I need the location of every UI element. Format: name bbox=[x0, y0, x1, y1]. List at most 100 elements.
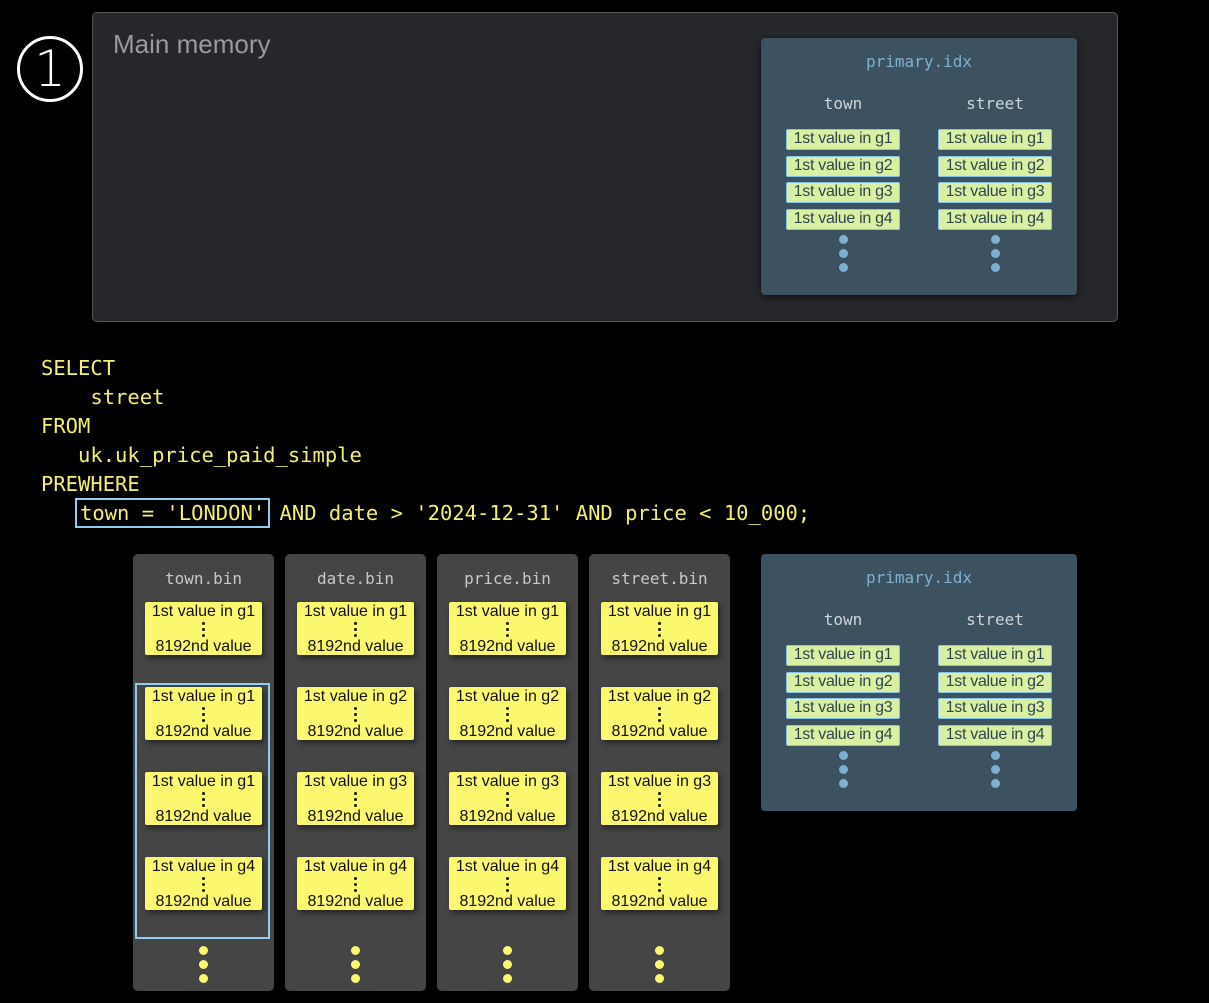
dot bbox=[503, 960, 512, 969]
vertical-ellipsis-icon bbox=[601, 620, 718, 638]
dot bbox=[199, 974, 208, 983]
dot bbox=[351, 974, 360, 983]
granule-first-value: 1st value in g1 bbox=[455, 603, 560, 620]
dot bbox=[202, 706, 205, 710]
granule-first-value: 1st value in g2 bbox=[607, 688, 712, 705]
dot bbox=[990, 765, 1000, 774]
dot bbox=[202, 712, 205, 716]
primary-index-on-disk: primary.idx town 1st value in g1 1st value … bbox=[761, 554, 1077, 811]
granule-first-value: 1st value in g1 bbox=[303, 603, 408, 620]
granule: 1st value in g4 8192nd value bbox=[601, 857, 718, 910]
ellipsis-dots-icon bbox=[285, 946, 426, 983]
granule-last-value: 8192nd value bbox=[307, 893, 404, 910]
index-mark: 1st value in g3 bbox=[938, 698, 1052, 719]
dot bbox=[202, 627, 205, 631]
dot bbox=[658, 791, 661, 795]
column-file-date-bin: date.bin 1st value in g1 8192nd value 1st v… bbox=[285, 554, 426, 991]
granule-first-value: 1st value in g1 bbox=[607, 603, 712, 620]
index-mark: 1st value in g2 bbox=[938, 155, 1052, 177]
granule-first-value: 1st value in g1 bbox=[151, 773, 256, 790]
sql-line: FROM bbox=[41, 414, 91, 438]
dot bbox=[506, 718, 509, 722]
dot bbox=[199, 946, 208, 955]
ellipsis-dots-icon bbox=[786, 751, 900, 788]
dot bbox=[838, 779, 848, 788]
granule-last-value: 8192nd value bbox=[611, 893, 708, 910]
vertical-ellipsis-icon bbox=[449, 705, 566, 723]
granule: 1st value in g2 8192nd value bbox=[601, 687, 718, 740]
vertical-ellipsis-icon bbox=[297, 705, 414, 723]
granule-first-value: 1st value in g4 bbox=[607, 858, 712, 875]
dot bbox=[655, 946, 664, 955]
dot bbox=[655, 960, 664, 969]
granule-last-value: 8192nd value bbox=[155, 723, 252, 740]
ellipsis-dots-icon bbox=[786, 235, 900, 272]
dot bbox=[354, 712, 357, 716]
dot bbox=[838, 235, 848, 244]
index-column-header: street bbox=[966, 94, 1024, 113]
dot bbox=[354, 627, 357, 631]
index-mark: 1st value in g1 bbox=[786, 129, 900, 150]
dot bbox=[354, 621, 357, 625]
dot bbox=[506, 888, 509, 892]
dot bbox=[202, 876, 205, 880]
index-column-header: street bbox=[966, 610, 1024, 629]
ellipsis-dots-icon bbox=[437, 946, 578, 983]
granule: 1st value in g1 8192nd value bbox=[145, 772, 262, 825]
column-file-name: street.bin bbox=[611, 569, 708, 588]
granule-last-value: 8192nd value bbox=[459, 808, 556, 825]
dot bbox=[990, 235, 1000, 244]
dot bbox=[658, 888, 661, 892]
index-mark: 1st value in g4 bbox=[938, 724, 1052, 746]
sql-lines: SELECT street FROM uk.uk_price_paid_simpl… bbox=[41, 354, 810, 499]
sql-indent bbox=[41, 501, 78, 525]
sql-highlighted-condition: town = 'LONDON' bbox=[75, 498, 271, 528]
dot bbox=[506, 791, 509, 795]
index-mark: 1st value in g1 bbox=[786, 645, 900, 666]
dot bbox=[990, 751, 1000, 760]
sql-line: uk.uk_price_paid_simple bbox=[41, 443, 362, 467]
granule: 1st value in g1 8192nd value bbox=[297, 602, 414, 655]
granule: 1st value in g1 8192nd value bbox=[145, 687, 262, 740]
vertical-ellipsis-icon bbox=[297, 875, 414, 893]
column-file-town-bin: town.bin 1st value in g1 8192nd value 1st v… bbox=[133, 554, 274, 991]
granule: 1st value in g2 8192nd value bbox=[449, 687, 566, 740]
vertical-ellipsis-icon bbox=[449, 790, 566, 808]
granule: 1st value in g3 8192nd value bbox=[297, 772, 414, 825]
dot bbox=[658, 803, 661, 807]
dot bbox=[838, 263, 848, 272]
dot bbox=[202, 633, 205, 637]
granule-first-value: 1st value in g2 bbox=[303, 688, 408, 705]
index-mark: 1st value in g3 bbox=[938, 182, 1052, 203]
dot bbox=[506, 706, 509, 710]
granule-first-value: 1st value in g3 bbox=[303, 773, 408, 790]
primary-index-in-memory: primary.idx town 1st value in g1 1st value … bbox=[761, 38, 1077, 295]
granule-last-value: 8192nd value bbox=[307, 808, 404, 825]
dot bbox=[506, 876, 509, 880]
dot bbox=[655, 974, 664, 983]
granule-first-value: 1st value in g3 bbox=[455, 773, 560, 790]
index-mark: 1st value in g3 bbox=[786, 182, 900, 203]
main-memory-title: Main memory bbox=[113, 29, 271, 59]
dot bbox=[658, 706, 661, 710]
vertical-ellipsis-icon bbox=[449, 620, 566, 638]
index-mark: 1st value in g2 bbox=[938, 671, 1052, 693]
granule: 1st value in g1 8192nd value bbox=[449, 602, 566, 655]
index-column-header: town bbox=[823, 610, 863, 629]
dot bbox=[990, 249, 1000, 258]
granule-first-value: 1st value in g1 bbox=[151, 603, 256, 620]
dot bbox=[503, 946, 512, 955]
granule-last-value: 8192nd value bbox=[155, 808, 252, 825]
index-column-header: town bbox=[823, 94, 863, 113]
column-file-name: price.bin bbox=[464, 569, 551, 588]
granule: 1st value in g4 8192nd value bbox=[145, 857, 262, 910]
dot bbox=[838, 751, 848, 760]
dot bbox=[990, 263, 1000, 272]
dot bbox=[658, 718, 661, 722]
granule-first-value: 1st value in g2 bbox=[455, 688, 560, 705]
dot bbox=[354, 803, 357, 807]
dot bbox=[354, 882, 357, 886]
dot bbox=[658, 882, 661, 886]
granule-first-value: 1st value in g3 bbox=[607, 773, 712, 790]
dot bbox=[506, 882, 509, 886]
